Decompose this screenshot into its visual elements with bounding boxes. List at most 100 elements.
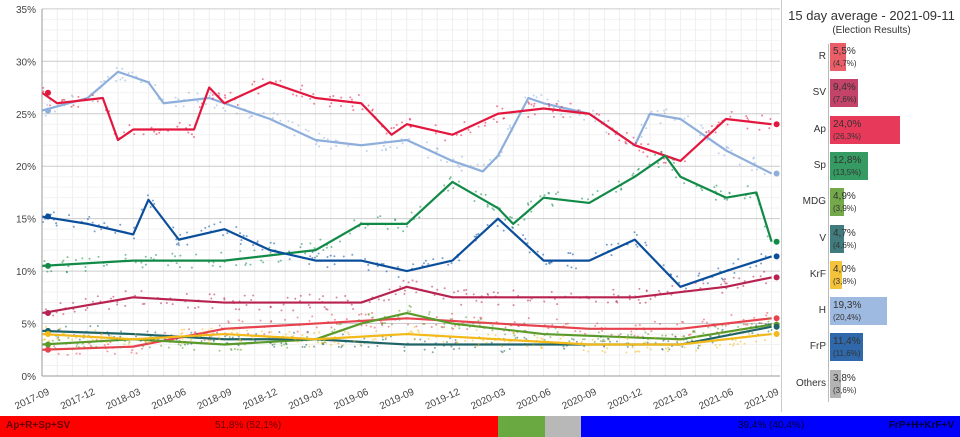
- poll-dot-krf: [638, 350, 641, 353]
- poll-dot-krf: [74, 336, 77, 339]
- poll-dot-sv: [109, 297, 112, 300]
- x-tick-label: 2020-03: [469, 387, 507, 413]
- poll-dot-krf: [666, 346, 669, 349]
- poll-dot-krf: [313, 331, 316, 334]
- poll-dot-sp: [386, 227, 389, 230]
- poll-dot-sp: [480, 193, 483, 196]
- poll-dot-frp: [177, 243, 180, 246]
- party-label: R: [818, 51, 826, 62]
- poll-dot-ap: [662, 161, 665, 164]
- poll-dot-frp: [504, 218, 507, 221]
- poll-dot-v: [721, 328, 724, 331]
- party-bar: [830, 297, 887, 326]
- poll-dot-ap: [96, 100, 99, 103]
- poll-dot-r: [551, 323, 554, 326]
- poll-dot-v: [616, 340, 619, 343]
- poll-dot-ap: [560, 105, 563, 108]
- poll-dot-sp: [586, 198, 589, 201]
- poll-dot-mdg: [714, 325, 717, 328]
- poll-dot-v: [676, 341, 679, 344]
- poll-dot-frp: [42, 221, 45, 224]
- poll-dot-krf: [526, 345, 529, 348]
- poll-dot-h: [650, 110, 653, 113]
- poll-dot-r: [247, 332, 250, 335]
- poll-dot-krf: [487, 333, 490, 336]
- poll-dot-frp: [317, 252, 320, 255]
- poll-dot-krf: [246, 329, 249, 332]
- poll-dot-krf: [154, 338, 157, 341]
- poll-dot-mdg: [228, 335, 231, 338]
- poll-dot-h: [665, 108, 668, 111]
- poll-dot-v: [120, 330, 123, 333]
- poll-dot-h: [209, 91, 212, 94]
- poll-dot-ap: [328, 105, 331, 108]
- poll-dot-krf: [649, 348, 652, 351]
- poll-dot-mdg: [75, 345, 78, 348]
- poll-dot-v: [770, 329, 773, 332]
- poll-dot-frp: [106, 225, 109, 228]
- poll-dot-krf: [734, 339, 737, 342]
- party-value: 11,4%: [833, 336, 861, 348]
- poll-dot-sp: [591, 193, 594, 196]
- poll-dot-h: [208, 94, 211, 97]
- poll-dot-r: [227, 320, 230, 323]
- panel-row-ap: Ap 24,0% (26,3%): [782, 115, 960, 146]
- poll-dot-mdg: [390, 323, 393, 326]
- poll-dot-h: [91, 100, 94, 103]
- poll-dot-sp: [134, 261, 137, 264]
- poll-dot-sv: [649, 298, 652, 301]
- poll-dot-r: [523, 322, 526, 325]
- poll-dot-ap: [357, 94, 360, 97]
- poll-dot-h: [717, 152, 720, 155]
- poll-dot-h: [127, 72, 130, 75]
- poll-dot-sv: [436, 288, 439, 291]
- poll-dot-frp: [367, 263, 370, 266]
- poll-dot-ap: [595, 113, 598, 116]
- poll-dot-r: [479, 316, 482, 319]
- poll-dot-h: [659, 122, 662, 125]
- poll-dot-sv: [223, 298, 226, 301]
- poll-dot-krf: [644, 341, 647, 344]
- poll-dot-frp: [226, 232, 229, 235]
- poll-dot-r: [311, 315, 314, 318]
- poll-dot-r: [746, 323, 749, 326]
- poll-dot-frp: [720, 277, 723, 280]
- poll-dot-frp: [55, 222, 58, 225]
- poll-dot-sp: [743, 197, 746, 200]
- x-tick-label: 2018-06: [150, 387, 188, 413]
- party-value: 19,3%: [833, 300, 862, 312]
- poll-dot-mdg: [583, 338, 586, 341]
- poll-dot-frp: [575, 267, 578, 270]
- poll-dot-frp: [450, 262, 453, 265]
- poll-dot-v: [255, 333, 258, 336]
- poll-dot-r: [57, 352, 60, 355]
- poll-dot-r: [259, 319, 262, 322]
- poll-dot-ap: [598, 113, 601, 116]
- poll-dot-krf: [343, 330, 346, 333]
- poll-dot-sv: [654, 295, 657, 298]
- poll-dot-krf: [732, 342, 735, 345]
- poll-dot-krf: [695, 335, 698, 338]
- poll-dot-h: [583, 118, 586, 121]
- poll-dot-krf: [654, 336, 657, 339]
- panel-title: 15 day average - 2021-09-11: [788, 8, 955, 23]
- poll-dot-h: [752, 157, 755, 160]
- poll-dot-frp: [635, 233, 638, 236]
- poll-dot-sp: [674, 176, 677, 179]
- poll-dot-ap: [332, 95, 335, 98]
- poll-dot-sv: [486, 292, 489, 295]
- poll-dot-krf: [288, 330, 291, 333]
- poll-dot-sv: [759, 275, 762, 278]
- poll-dot-sv: [460, 303, 463, 306]
- startpoint-h: [45, 107, 51, 114]
- poll-dot-v: [423, 340, 426, 343]
- poll-dot-h: [727, 146, 730, 149]
- poll-dot-sp: [144, 255, 147, 258]
- poll-dot-ap: [390, 127, 393, 130]
- poll-dot-v: [452, 348, 455, 351]
- poll-dot-ap: [91, 94, 94, 97]
- poll-dot-ap: [761, 114, 764, 117]
- poll-dot-h: [535, 96, 538, 99]
- poll-dot-v: [563, 347, 566, 350]
